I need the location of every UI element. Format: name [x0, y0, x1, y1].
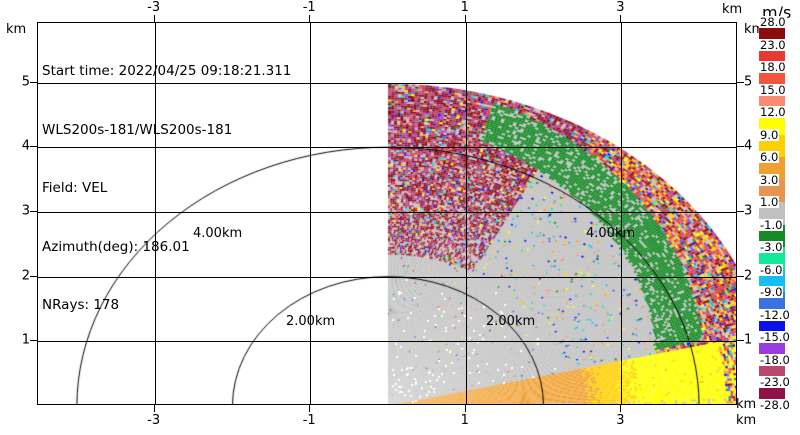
- colorbar-tick-label: -12.0: [759, 307, 791, 322]
- gridline-horizontal: [38, 212, 736, 213]
- axis-label-left: 3: [21, 203, 30, 219]
- range-ring-label: 2.00km: [486, 314, 536, 329]
- colorbar-tick-label: 9.0: [759, 127, 780, 142]
- axis-unit-top-left: km: [6, 22, 27, 37]
- colorbar-tick-label: -3.0: [759, 240, 784, 255]
- axis-label-bottom: 3: [616, 413, 625, 428]
- axis-tick-top: [154, 15, 155, 22]
- axis-label-left: 5: [21, 74, 30, 90]
- colorbar-tick-label: -23.0: [759, 375, 791, 390]
- axis-label-right: 5: [744, 74, 753, 90]
- colorbar-tick-label: 6.0: [759, 150, 780, 165]
- axis-unit-top-outer: km: [722, 2, 743, 17]
- colorbar-tick-label: 28.0: [759, 15, 787, 29]
- range-ring-label: 4.00km: [586, 226, 636, 241]
- gridline-vertical: [621, 23, 622, 404]
- axis-label-right: 1: [744, 332, 753, 348]
- colorbar-tick-label: 3.0: [759, 172, 780, 187]
- axis-tick-top: [620, 15, 621, 22]
- colorbar-tick-label: -15.0: [759, 330, 791, 345]
- scan-info-annotation: Start time: 2022/04/25 09:18:21.311 WLS2…: [42, 23, 291, 355]
- axis-tick-left: [30, 340, 37, 341]
- axis-label-left: 4: [21, 138, 30, 154]
- radar-data-canvas: [38, 23, 736, 404]
- axis-label-left: 2: [21, 268, 30, 284]
- axis-tick-left: [30, 146, 37, 147]
- colorbar-tick-label: 15.0: [759, 82, 787, 97]
- axis-tick-bottom: [154, 405, 155, 412]
- plot-area: 4.00km 2.00km 2.00km 4.00km: [37, 22, 737, 405]
- axis-tick-bottom: [620, 405, 621, 412]
- gridline-vertical: [155, 23, 156, 404]
- axis-tick-left: [30, 211, 37, 212]
- axis-label-bottom: 1: [460, 413, 469, 428]
- axis-tick-bottom: [465, 405, 466, 412]
- annotation-nrays: NRays: 178: [42, 297, 120, 313]
- colorbar-tick-label: -1.0: [759, 217, 784, 232]
- gridline-horizontal: [38, 147, 736, 148]
- gridline-vertical: [310, 23, 311, 404]
- axis-tick-right: [737, 276, 744, 277]
- axis-label-top: -3: [147, 0, 161, 15]
- axis-tick-left: [30, 82, 37, 83]
- axis-tick-top: [309, 15, 310, 22]
- colorbar-tick-label: -18.0: [759, 352, 791, 367]
- range-ring-label: 2.00km: [286, 314, 336, 329]
- axis-tick-left: [30, 276, 37, 277]
- colorbar: 28.0 23.0 18.0 15.0 12.0 9.0 6.0 3.0 1.0 -1.0 -3.0…: [759, 16, 791, 411]
- gridline-horizontal: [38, 277, 736, 278]
- axis-label-top: -1: [302, 0, 316, 15]
- gridline-horizontal: [38, 83, 736, 84]
- axis-label-top: 3: [616, 0, 625, 15]
- colorbar-tick-label: -28.0: [759, 398, 791, 412]
- gridline-vertical: [466, 23, 467, 404]
- gridline-horizontal: [38, 341, 736, 342]
- colorbar-tick-label: 12.0: [759, 105, 787, 120]
- annotation-azimuth: Azimuth(deg): 186.01: [42, 238, 190, 255]
- axis-label-right: 2: [744, 268, 753, 284]
- colorbar-tick-label: 23.0: [759, 37, 787, 52]
- colorbar-tick-label: 1.0: [759, 195, 780, 210]
- range-ring-label: 4.00km: [193, 226, 243, 241]
- axis-tick-right: [737, 211, 744, 212]
- axis-label-right: 3: [744, 203, 753, 219]
- annotation-field: Field: VEL: [42, 180, 108, 196]
- colorbar-tick-label: -6.0: [759, 262, 784, 277]
- axis-unit-bottom-outer: km: [736, 413, 757, 428]
- axis-tick-right: [737, 146, 744, 147]
- axis-label-bottom: -3: [147, 413, 161, 428]
- colorbar-tick-label: -9.0: [759, 285, 784, 300]
- axis-label-bottom: -1: [302, 413, 316, 428]
- axis-label-left: 1: [21, 332, 30, 348]
- axis-tick-right: [737, 82, 744, 83]
- axis-tick-bottom: [309, 405, 310, 412]
- axis-label-top: 1: [460, 0, 469, 15]
- axis-tick-right: [737, 340, 744, 341]
- axis-label-right: 4: [744, 138, 753, 154]
- axis-unit-bottom-right: km: [736, 397, 757, 412]
- annotation-start-time: Start time: 2022/04/25 09:18:21.311: [42, 63, 292, 79]
- axis-tick-top: [465, 15, 466, 22]
- colorbar-tick-label: 18.0: [759, 60, 787, 75]
- annotation-radar-id: WLS200s-181/WLS200s-181: [42, 121, 233, 138]
